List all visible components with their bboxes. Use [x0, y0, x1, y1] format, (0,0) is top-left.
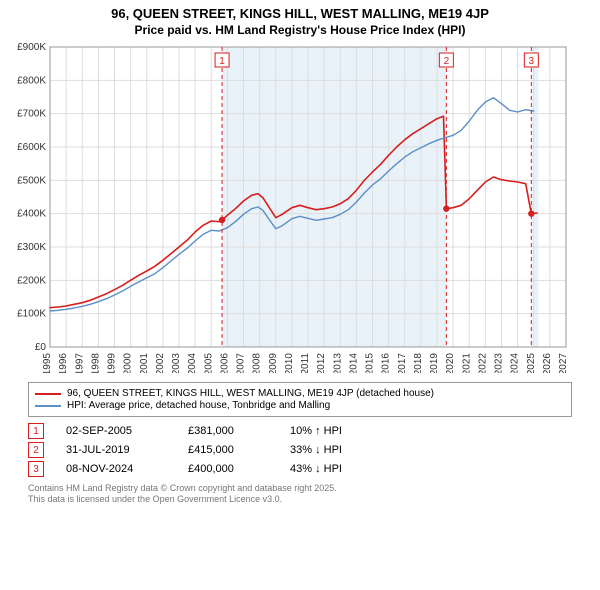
x-tick-label: 2007	[236, 353, 247, 373]
sales-table: 1 02-SEP-2005 £381,000 10% ↑ HPI 2 31-JUL-201…	[28, 423, 572, 477]
x-tick-label: 2027	[558, 353, 569, 373]
chart-title-line2: Price paid vs. HM Land Registry's House …	[0, 23, 600, 37]
y-tick-label: £300K	[17, 242, 46, 253]
y-tick-label: £200K	[17, 275, 46, 286]
x-tick-label: 2025	[526, 353, 537, 373]
legend-row: HPI: Average price, detached house, Tonb…	[35, 400, 565, 411]
y-tick-label: £700K	[17, 109, 46, 120]
y-tick-label: £0	[35, 342, 47, 353]
sale-marker-number: 1	[219, 56, 225, 67]
sale-row-price: £415,000	[188, 444, 268, 456]
legend-swatch	[35, 393, 61, 395]
legend: 96, QUEEN STREET, KINGS HILL, WEST MALLI…	[28, 382, 572, 417]
page: 96, QUEEN STREET, KINGS HILL, WEST MALLI…	[0, 0, 600, 590]
x-tick-label: 2005	[203, 353, 214, 373]
legend-swatch	[35, 405, 61, 407]
sale-row-diff: 10% ↑ HPI	[290, 425, 390, 437]
y-tick-label: £900K	[17, 43, 46, 53]
legend-row: 96, QUEEN STREET, KINGS HILL, WEST MALLI…	[35, 388, 565, 399]
x-tick-label: 2017	[397, 353, 408, 373]
sale-marker-dot	[528, 210, 534, 216]
x-tick-label: 1997	[74, 353, 85, 373]
sale-row-diff: 33% ↓ HPI	[290, 444, 390, 456]
x-tick-label: 2019	[429, 353, 440, 373]
x-tick-label: 2016	[381, 353, 392, 373]
sale-row-price: £381,000	[188, 425, 268, 437]
sale-row-marker: 1	[28, 423, 44, 439]
chart-title-line1: 96, QUEEN STREET, KINGS HILL, WEST MALLI…	[0, 6, 600, 21]
x-tick-label: 1999	[107, 353, 118, 373]
footer-attribution: Contains HM Land Registry data © Crown c…	[28, 483, 572, 506]
sale-row: 2 31-JUL-2019 £415,000 33% ↓ HPI	[28, 442, 572, 458]
x-tick-label: 2021	[461, 353, 472, 373]
sale-row: 3 08-NOV-2024 £400,000 43% ↓ HPI	[28, 461, 572, 477]
x-tick-label: 1995	[42, 353, 53, 373]
sale-row-diff: 43% ↓ HPI	[290, 463, 390, 475]
sale-marker-number: 2	[444, 56, 450, 67]
y-tick-label: £100K	[17, 309, 46, 320]
x-tick-label: 1998	[90, 353, 101, 373]
x-tick-label: 2022	[477, 353, 488, 373]
sale-row-price: £400,000	[188, 463, 268, 475]
x-tick-label: 2012	[316, 353, 327, 373]
x-tick-label: 1996	[58, 353, 69, 373]
x-tick-label: 2009	[268, 353, 279, 373]
x-tick-label: 2000	[123, 353, 134, 373]
x-tick-label: 2015	[365, 353, 376, 373]
legend-label: HPI: Average price, detached house, Tonb…	[67, 400, 330, 411]
x-tick-label: 2002	[155, 353, 166, 373]
x-tick-label: 2003	[171, 353, 182, 373]
x-tick-label: 2008	[252, 353, 263, 373]
x-tick-label: 2026	[542, 353, 553, 373]
x-tick-label: 2020	[445, 353, 456, 373]
y-tick-label: £400K	[17, 209, 46, 220]
y-tick-label: £600K	[17, 142, 46, 153]
chart-svg: £0 £100K £200K £300K £400K £500K £600K £700K £80…	[12, 43, 572, 373]
x-tick-label: 2011	[300, 353, 311, 373]
sale-marker-dot	[219, 217, 225, 223]
footer-line2: This data is licensed under the Open Gov…	[28, 494, 572, 505]
x-tick-label: 2001	[139, 353, 150, 373]
sale-row-marker: 2	[28, 442, 44, 458]
sale-row-date: 31-JUL-2019	[66, 444, 166, 456]
y-tick-label: £800K	[17, 75, 46, 86]
sale-row-date: 02-SEP-2005	[66, 425, 166, 437]
x-tick-label: 2014	[348, 353, 359, 373]
x-tick-label: 2006	[219, 353, 230, 373]
sale-row-marker: 3	[28, 461, 44, 477]
chart: £0 £100K £200K £300K £400K £500K £600K £700K £80…	[12, 43, 588, 378]
sale-row-date: 08-NOV-2024	[66, 463, 166, 475]
x-tick-label: 2010	[284, 353, 295, 373]
sale-marker-number: 3	[529, 56, 535, 67]
sale-row: 1 02-SEP-2005 £381,000 10% ↑ HPI	[28, 423, 572, 439]
footer-line1: Contains HM Land Registry data © Crown c…	[28, 483, 572, 494]
x-tick-label: 2004	[187, 353, 198, 373]
x-tick-label: 2018	[413, 353, 424, 373]
x-tick-label: 2024	[510, 353, 521, 373]
title-block: 96, QUEEN STREET, KINGS HILL, WEST MALLI…	[0, 0, 600, 37]
x-tick-label: 2023	[494, 353, 505, 373]
y-tick-label: £500K	[17, 175, 46, 186]
legend-label: 96, QUEEN STREET, KINGS HILL, WEST MALLI…	[67, 388, 434, 399]
x-tick-label: 2013	[332, 353, 343, 373]
sale-marker-dot	[443, 205, 449, 211]
